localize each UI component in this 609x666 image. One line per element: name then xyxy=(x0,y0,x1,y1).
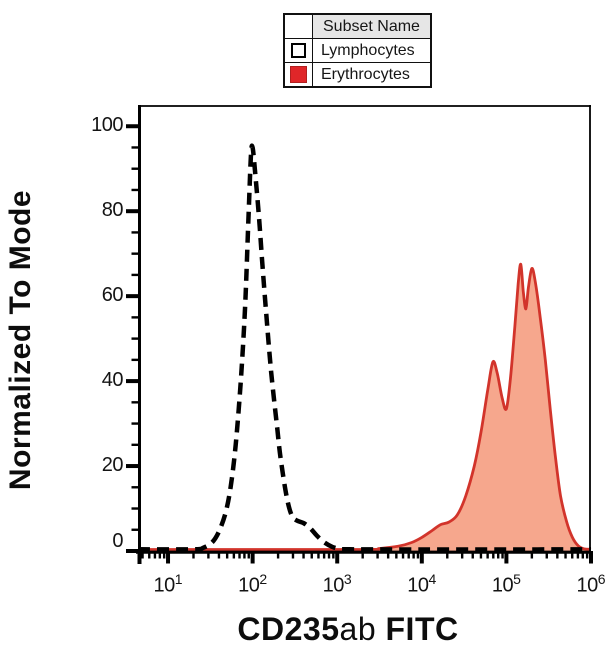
erythrocytes-area xyxy=(138,264,591,551)
legend-row-lymphocytes: Lymphocytes xyxy=(283,38,432,63)
x-tick-label: 104 xyxy=(407,571,437,597)
legend-table: Subset Name Lymphocytes Erythrocytes xyxy=(283,13,432,88)
x-tick-label: 105 xyxy=(491,571,521,597)
x-axis-title-part: CD235 xyxy=(237,611,340,647)
legend-row-erythrocytes: Erythrocytes xyxy=(283,62,432,88)
x-tick-label: 101 xyxy=(153,571,183,597)
y-tick-label: 100 xyxy=(91,114,123,137)
y-tick-label: 40 xyxy=(101,369,124,392)
y-tick-label: 80 xyxy=(101,199,124,222)
lymphocytes-swatch-icon xyxy=(291,42,306,58)
x-axis-title-part: FITC xyxy=(376,611,459,647)
erythrocytes-swatch-icon xyxy=(290,65,307,83)
x-tick-label: 102 xyxy=(238,571,268,597)
y-tick-label: 20 xyxy=(101,454,124,477)
x-tick-label: 103 xyxy=(322,571,352,597)
y-tick-label: 0 xyxy=(112,530,123,552)
y-axis-title: Normalized To Mode xyxy=(4,189,37,491)
y-tick-label: 60 xyxy=(101,284,124,307)
x-axis-title-part: ab xyxy=(339,611,377,647)
x-tick-label: 106 xyxy=(576,571,606,597)
lymphocytes-curve xyxy=(137,143,592,552)
legend-label-erythrocytes: Erythrocytes xyxy=(311,62,432,88)
erythrocytes-curve xyxy=(137,262,592,551)
legend-label-lymphocytes: Lymphocytes xyxy=(311,38,432,63)
x-axis-title: CD235ab FITC xyxy=(128,611,568,648)
